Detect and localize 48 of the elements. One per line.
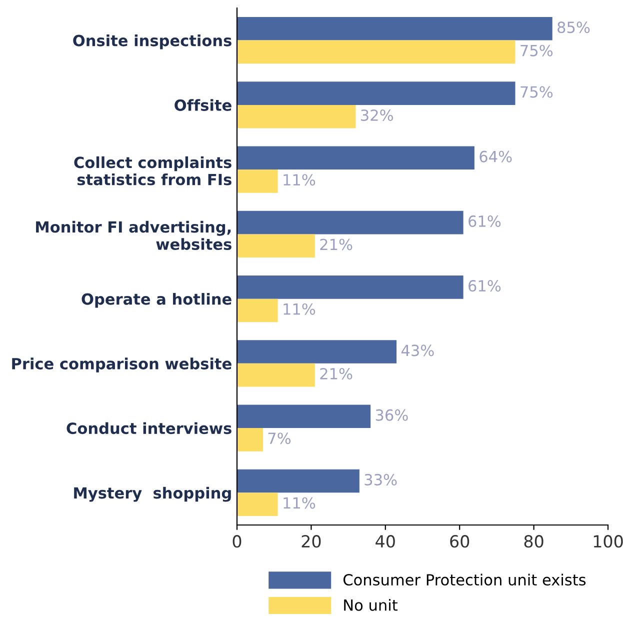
bar [237,404,371,428]
data-label: 32% [361,109,393,122]
x-tick-label: 40 [376,535,395,548]
y-tick-label: Price comparison website [12,358,232,372]
bar [237,363,315,387]
bar [237,82,516,105]
x-tick-label: 80 [524,535,544,548]
data-label: 61% [468,215,501,227]
bar [237,17,552,40]
bar [237,234,315,258]
legend-label: No unit [344,599,398,611]
data-label: 61% [468,280,501,292]
bar [237,298,278,322]
bar [237,469,360,493]
y-tick-label: Operate a hotline [82,293,232,308]
y-tick-label: Monitor FI advertising, websites [36,220,232,250]
bar [237,276,464,299]
data-label: 43% [401,344,434,356]
y-tick-label: Mystery shopping [74,486,231,502]
bar [237,146,474,170]
bar [237,492,278,516]
bar [237,340,397,364]
bar [237,170,278,193]
data-label: 21% [320,238,352,250]
data-label: 11% [284,303,316,315]
bar [237,428,263,452]
y-tick-label: Collect complaints statistics from FIs [74,156,232,186]
x-tick-label: 60 [450,535,470,548]
data-label: 36% [376,409,408,421]
data-label: 75% [520,44,553,56]
y-tick-label: Onsite inspections [73,34,232,50]
y-tick-label: Offsite [174,99,232,111]
data-label: 75% [520,86,553,98]
data-label: 11% [284,497,316,509]
data-label: 7% [268,432,291,444]
data-label: 85% [558,22,590,34]
y-tick-label: Conduct interviews [66,422,232,434]
bar [237,40,516,64]
bar [237,210,464,234]
x-tick-label: 0 [232,535,242,548]
data-label: 64% [480,150,512,162]
data-label: 33% [364,474,397,486]
bar [237,104,356,128]
x-tick-label: 100 [594,535,623,548]
data-label: 21% [320,368,352,380]
x-tick-label: 20 [302,535,321,548]
data-label: 11% [284,174,316,186]
legend-label: Consumer Protection unit exists [343,574,586,586]
